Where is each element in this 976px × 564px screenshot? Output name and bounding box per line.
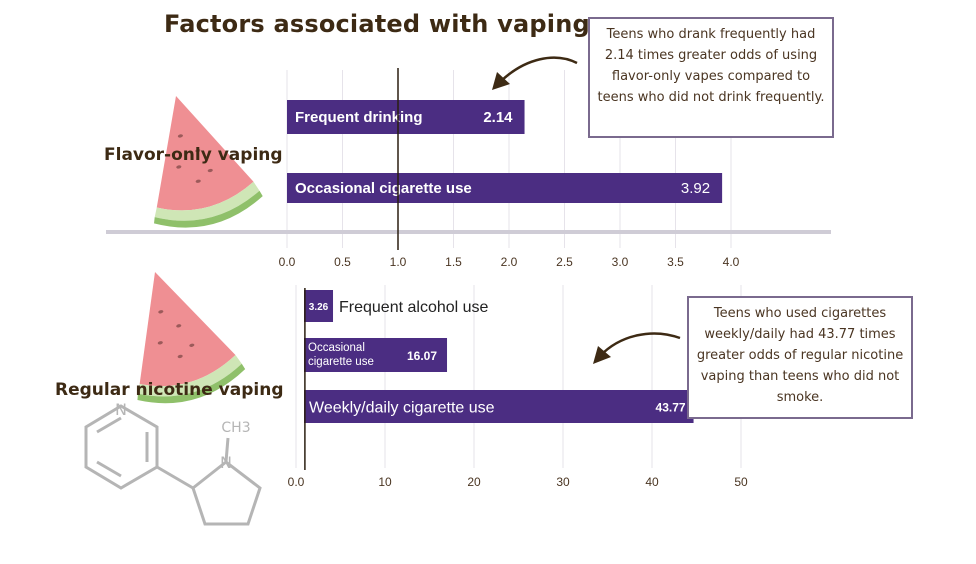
x-tick-label: 20 [467, 475, 481, 489]
watermelon-seed [177, 134, 183, 138]
x-tick-label: 0.5 [334, 255, 351, 269]
watermelon-rind [154, 181, 260, 221]
bar-category-label: Occasional [308, 342, 365, 354]
bar [304, 390, 694, 423]
x-tick-label: 10 [378, 475, 392, 489]
chart-regular-nicotine: 0.0 10 20 30 40 50 3.26 Frequent alcohol use Occ… [288, 285, 748, 489]
chart-flavor-only: 0.0 0.5 1.0 1.5 2.0 2.5 3.0 3.5 4.0 Frequent drin… [106, 68, 831, 269]
bar-category-label: Occasional cigarette use [295, 180, 472, 197]
x-tick-label: 0.0 [288, 475, 305, 489]
watermelon-slice-icon [153, 96, 263, 228]
bar-value-label: 2.14 [483, 109, 513, 126]
bar [287, 173, 723, 203]
bar-category-label: cigarette use [308, 356, 374, 368]
x-tick-label: 0.0 [279, 255, 296, 269]
nitrogen-atom-label: N [115, 400, 127, 419]
x-tick-label: 3.5 [667, 255, 684, 269]
watermelon-seed [177, 354, 183, 359]
x-tick-label: 4.0 [723, 255, 740, 269]
bar-value-label: 16.07 [407, 349, 437, 363]
double-bond [96, 416, 122, 434]
bar-category-label: Weekly/daily cigarette use [309, 400, 495, 417]
watermelon-slice-icon [137, 272, 246, 404]
panel-label-flavor-only: Flavor-only vaping [104, 145, 283, 165]
curved-arrow-icon [499, 56, 578, 83]
bar [287, 100, 525, 134]
callout-flavor-only: Teens who drank frequently had 2.14 time… [588, 17, 834, 138]
watermelon-seed [195, 148, 201, 153]
x-tick-label: 2.5 [556, 255, 573, 269]
bond [156, 465, 194, 490]
x-tick-label: 1.0 [390, 255, 407, 269]
x-tick-label: 2.0 [501, 255, 518, 269]
bond [224, 437, 230, 463]
curved-arrow-icon [599, 332, 681, 357]
callout-arrows [492, 56, 681, 364]
bar [304, 338, 448, 372]
x-tick-label: 40 [645, 475, 659, 489]
watermelon-seed [158, 310, 164, 314]
bar-value-label: 3.92 [681, 180, 710, 197]
nitrogen-atom-label: N [220, 453, 232, 472]
methyl-group-label: CH3 [221, 420, 250, 436]
pyrrolidine-ring [191, 460, 262, 526]
x-tick-label: 30 [556, 475, 570, 489]
arrow-head [593, 346, 611, 364]
page-title: Factors associated with vaping [164, 10, 590, 38]
watermelon-seed [157, 341, 163, 345]
bar-category-label: Frequent alcohol use [339, 299, 489, 316]
callout-regular-nicotine: Teens who used cigarettes weekly/daily h… [687, 296, 913, 419]
decorations: N N CH3 [84, 96, 263, 526]
pyridine-ring [84, 404, 159, 490]
nicotine-molecule-icon [84, 404, 262, 526]
panel-label-regular-nicotine: Regular nicotine vaping [55, 380, 284, 400]
watermelon-flesh [139, 272, 236, 387]
x-tick-label: 1.5 [445, 255, 462, 269]
watermelon-skin [137, 363, 246, 404]
double-bond [96, 460, 122, 478]
watermelon-seed [207, 168, 213, 173]
bar-category-label: Frequent drinking [295, 109, 423, 126]
arrow-head [492, 72, 510, 90]
bar-value-label: 3.26 [309, 302, 329, 313]
x-tick-label: 3.0 [612, 255, 629, 269]
watermelon-seed [195, 179, 201, 183]
watermelon-rind [137, 354, 242, 397]
x-tick-label: 50 [734, 475, 748, 489]
watermelon-seed [176, 324, 182, 328]
bar-value-label: 43.77 [656, 401, 686, 415]
watermelon-seed [189, 343, 195, 347]
watermelon-flesh [156, 96, 254, 211]
watermelon-skin [153, 190, 263, 228]
bar [304, 290, 334, 322]
watermelon-seed [176, 165, 182, 169]
